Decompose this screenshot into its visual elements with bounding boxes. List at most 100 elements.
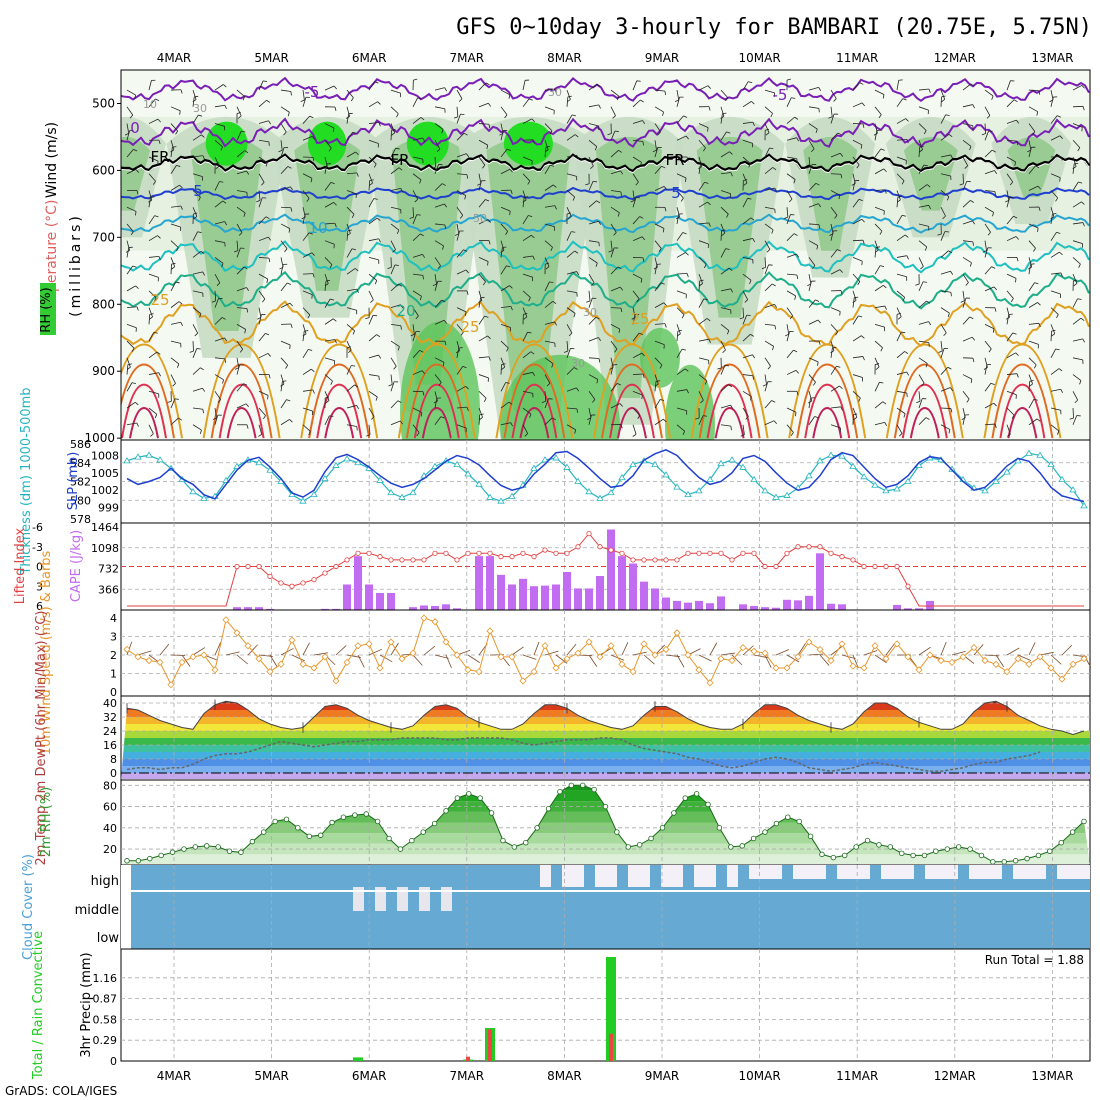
warm-isotherm-loop bbox=[609, 383, 655, 439]
wind-barb-flag bbox=[992, 328, 995, 333]
wind-barb bbox=[258, 257, 270, 259]
wind-barb-flag bbox=[1014, 161, 1017, 166]
wind-barb bbox=[192, 231, 198, 241]
wind-barb bbox=[368, 390, 378, 398]
wind-barb bbox=[632, 197, 637, 208]
precip-total-bar bbox=[606, 957, 616, 1061]
wind-barb-flag bbox=[373, 198, 378, 200]
wind-barb bbox=[544, 184, 554, 191]
wind10m-point bbox=[816, 645, 824, 654]
wind-barb bbox=[1050, 190, 1058, 199]
wind-barb bbox=[280, 374, 285, 385]
wind-barb-flag bbox=[636, 298, 640, 303]
wind-barb-flag bbox=[983, 367, 988, 370]
wind-barb-flag bbox=[202, 271, 206, 276]
wind-barb-flag bbox=[947, 312, 950, 318]
wind-barb bbox=[786, 214, 791, 225]
wind-barb bbox=[302, 324, 307, 334]
wind-barb bbox=[390, 106, 399, 114]
rh2m-point bbox=[420, 829, 426, 835]
wind-barb-flag bbox=[794, 116, 799, 120]
wind-barb-flag bbox=[948, 250, 953, 254]
wind-barb-flag bbox=[594, 146, 598, 151]
wind-barb bbox=[1072, 85, 1083, 91]
wind-barb bbox=[984, 170, 995, 175]
wind-barb bbox=[302, 173, 313, 179]
wind-barb-flag bbox=[420, 117, 425, 121]
wind-barb bbox=[654, 186, 665, 191]
wind10m-barb bbox=[511, 646, 524, 656]
wind10m-barb bbox=[555, 654, 568, 664]
wind-barb-flag bbox=[422, 137, 426, 142]
cape-bar bbox=[695, 600, 703, 610]
wind10m-point bbox=[717, 655, 725, 663]
wind-barb-flag bbox=[483, 398, 487, 402]
wind-barb bbox=[676, 173, 687, 179]
warm-isotherm-loop bbox=[617, 407, 647, 439]
wind-barb-flag bbox=[619, 403, 623, 407]
wind-barb-flag bbox=[282, 380, 287, 382]
slp-tick-label: 999 bbox=[98, 501, 119, 514]
wind-barb-flag bbox=[919, 149, 923, 153]
wind-barb-flag bbox=[149, 313, 154, 315]
wind-barb-flag bbox=[921, 382, 925, 387]
wind-barb-flag bbox=[130, 231, 134, 236]
wind-barb-flag bbox=[397, 400, 402, 403]
wind-barb bbox=[632, 173, 639, 183]
wind-barb-flag bbox=[840, 174, 843, 179]
cape-bar bbox=[596, 575, 604, 610]
cape-bar bbox=[893, 604, 901, 610]
wind-barb-flag bbox=[662, 228, 665, 233]
temp-tick-label: 32 bbox=[103, 711, 117, 724]
wind-barb bbox=[412, 324, 415, 335]
wind-barb bbox=[654, 282, 662, 292]
wind-barb-flag bbox=[433, 400, 438, 404]
wind-barb bbox=[192, 250, 202, 258]
wind-barb bbox=[302, 290, 313, 296]
rh-color-band bbox=[121, 833, 1090, 844]
wind-barb bbox=[566, 96, 569, 107]
cape-bar bbox=[827, 603, 835, 610]
wind-barb-flag bbox=[1051, 329, 1056, 332]
lifted-index-point bbox=[674, 557, 680, 563]
wind-barb bbox=[148, 80, 152, 91]
wind-barb bbox=[786, 156, 797, 160]
rh-plume-core bbox=[596, 136, 662, 398]
wind-barb bbox=[962, 104, 973, 108]
wind-barb bbox=[566, 407, 577, 410]
wind-barb bbox=[302, 331, 305, 342]
contour-label: 25 bbox=[460, 318, 479, 336]
wind10m-barb bbox=[214, 642, 222, 656]
wind-barb-flag bbox=[199, 429, 202, 435]
wind-barb bbox=[500, 223, 508, 232]
wind-barb-flag bbox=[818, 340, 821, 345]
wind-barb-flag bbox=[840, 290, 843, 295]
wind-barb bbox=[742, 314, 748, 325]
wind-barb bbox=[566, 307, 576, 314]
wind-barb bbox=[808, 416, 815, 425]
wind-barb-flag bbox=[530, 351, 535, 355]
wind-barb-flag bbox=[591, 282, 595, 286]
rh2m-point bbox=[1047, 848, 1053, 854]
wind-barb-flag bbox=[700, 399, 704, 404]
wind10m-point bbox=[981, 656, 989, 665]
wind-barb-flag bbox=[854, 296, 859, 299]
warm-isotherm-loop bbox=[885, 343, 964, 439]
wind-barb-flag bbox=[916, 400, 921, 404]
wind-barb-flag bbox=[465, 386, 469, 390]
wind-barb bbox=[214, 181, 220, 191]
wind-barb-flag bbox=[233, 250, 239, 253]
slp-line bbox=[126, 448, 1085, 503]
wind-barb bbox=[830, 190, 841, 196]
wind-barb bbox=[214, 139, 223, 148]
wind-barb bbox=[456, 106, 459, 117]
thickness-point bbox=[497, 497, 505, 504]
wind-barb bbox=[214, 298, 219, 308]
wind-barb-flag bbox=[224, 337, 228, 342]
wind-barb bbox=[940, 366, 949, 375]
thickness-point bbox=[1069, 486, 1077, 493]
wind-barb bbox=[368, 334, 377, 342]
wind-barb bbox=[324, 357, 335, 361]
wind-barb bbox=[126, 265, 134, 275]
wind-barb bbox=[566, 290, 577, 294]
